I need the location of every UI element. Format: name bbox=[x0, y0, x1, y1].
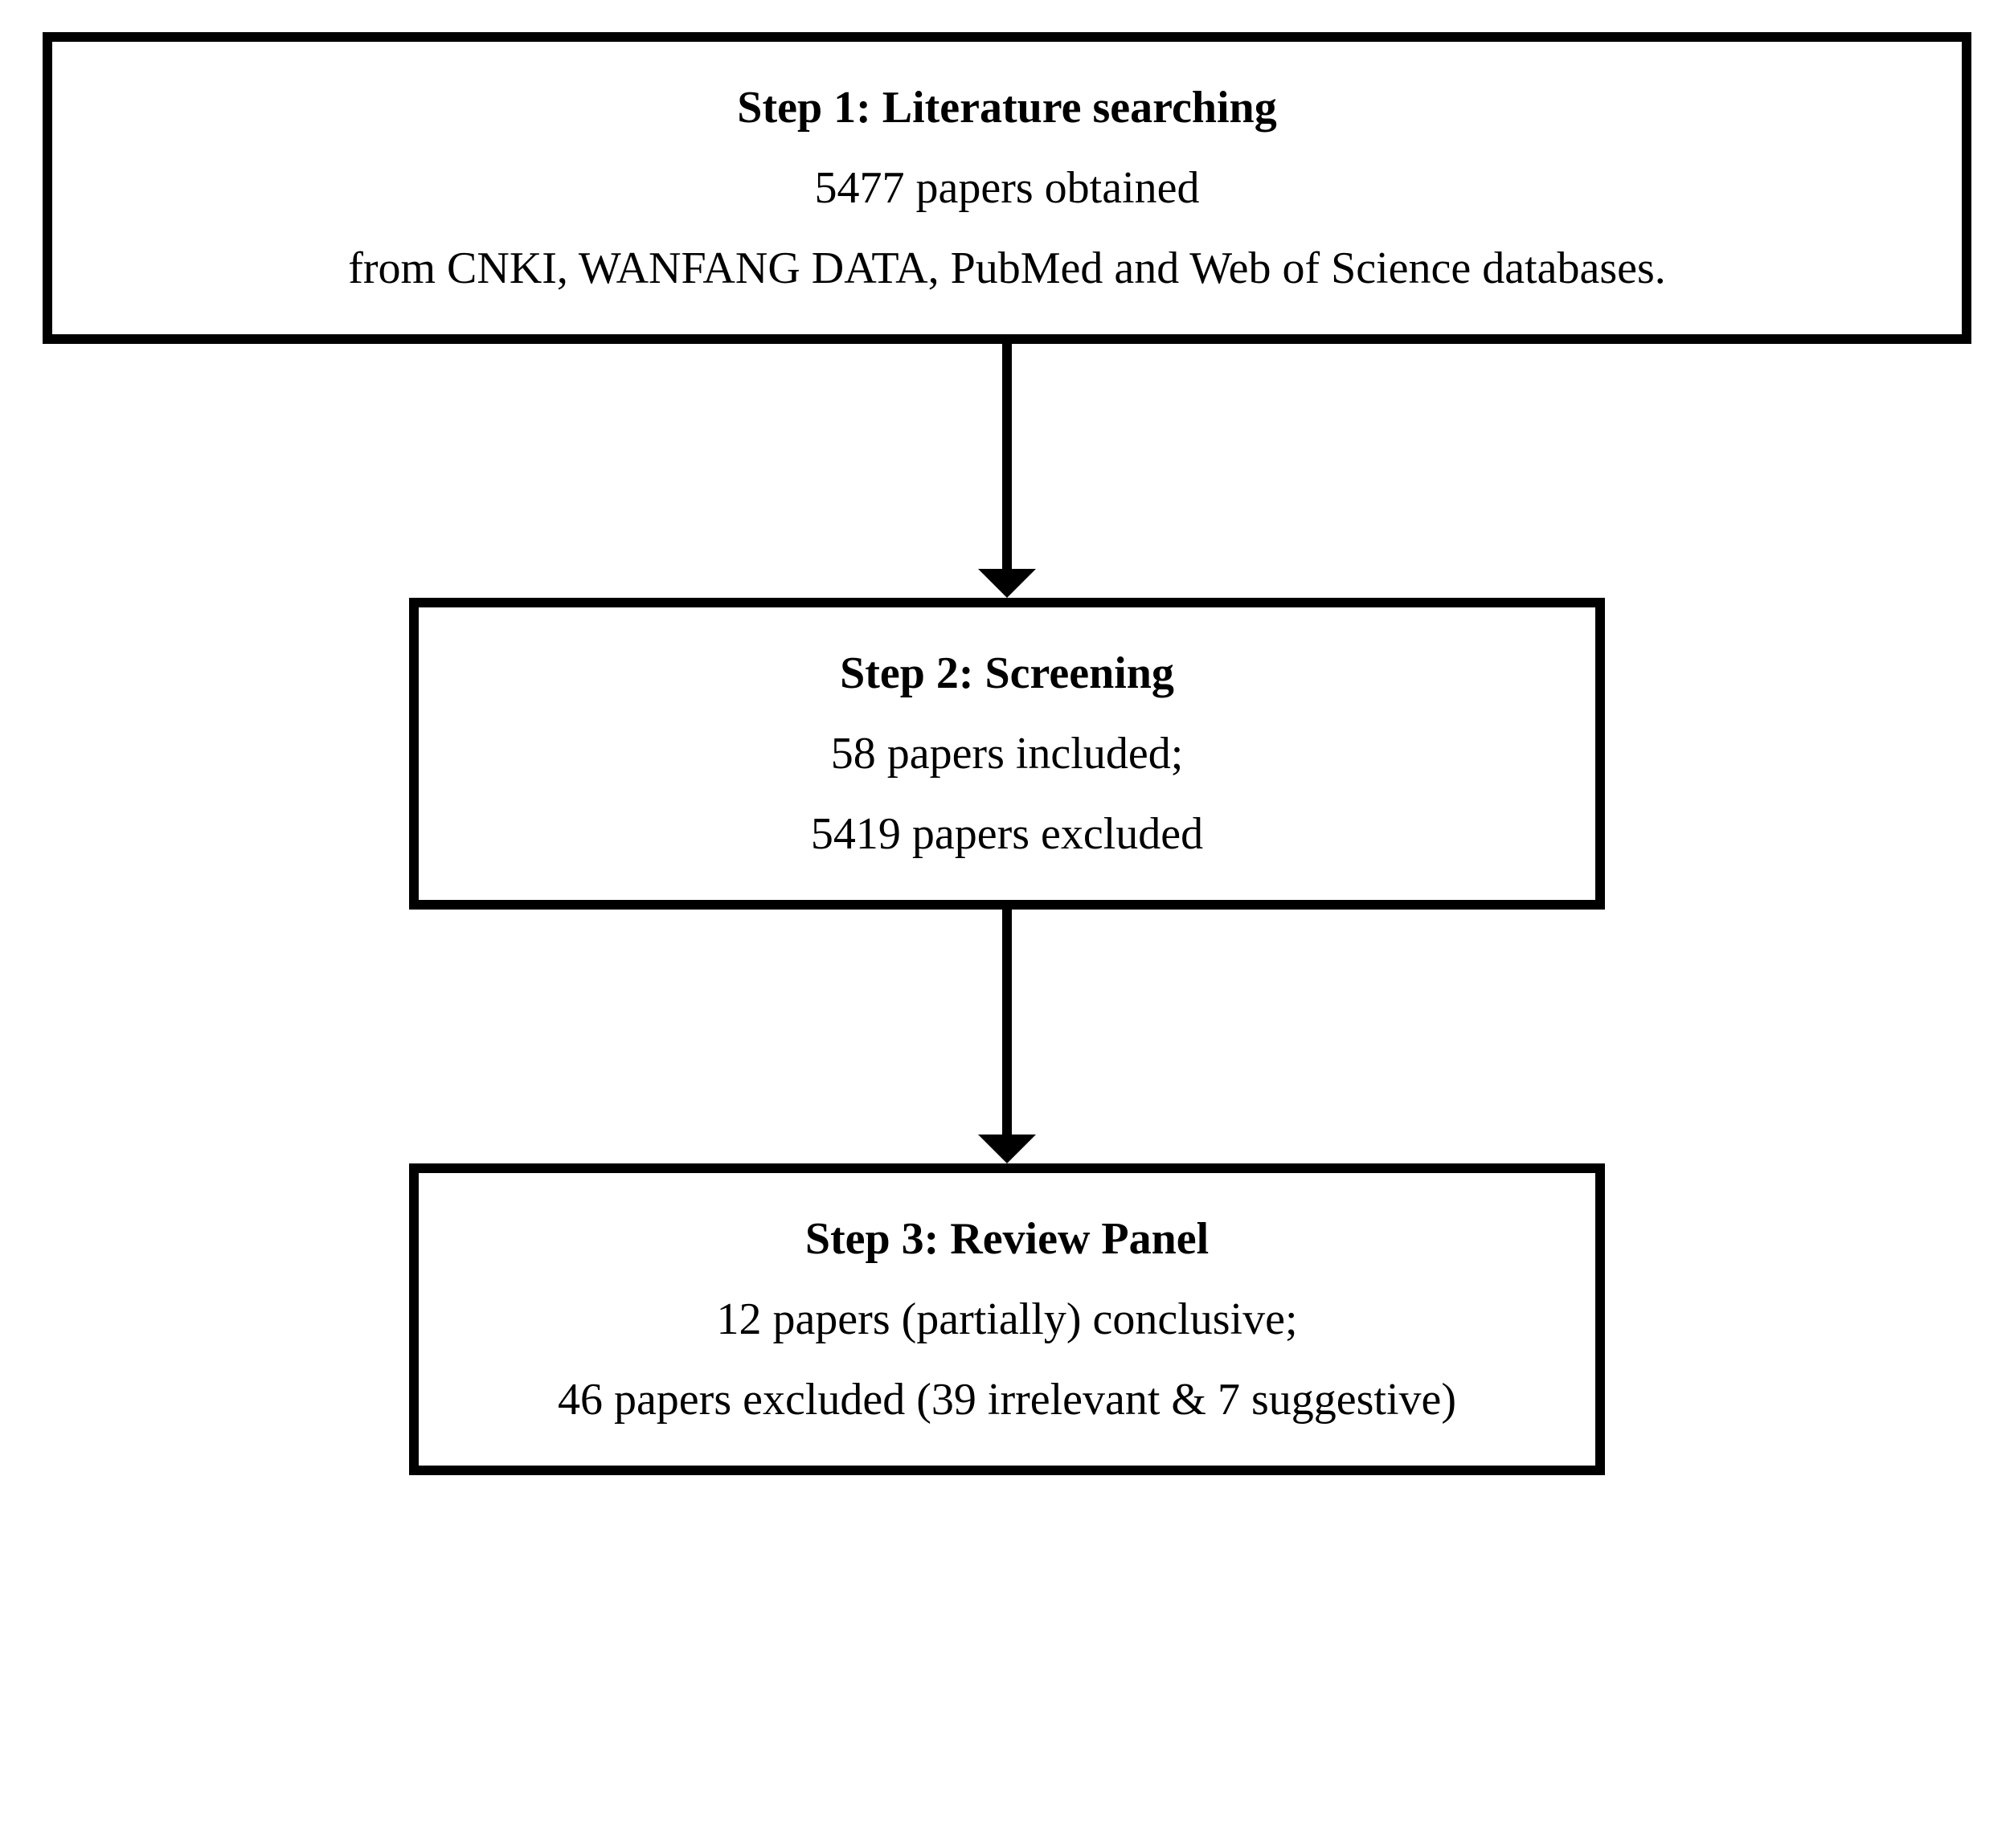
arrow-2 bbox=[978, 910, 1036, 1163]
step3-line-2: 46 papers excluded (39 irrelevant & 7 su… bbox=[558, 1374, 1456, 1425]
step2-title: Step 2: Screening bbox=[840, 648, 1174, 699]
arrow-2-head bbox=[978, 1135, 1036, 1163]
arrow-1-shaft bbox=[1002, 344, 1012, 569]
arrow-2-shaft bbox=[1002, 910, 1012, 1135]
arrow-1 bbox=[978, 344, 1036, 598]
step1-box: Step 1: Literature searching 5477 papers… bbox=[43, 32, 1971, 344]
step1-line-1: 5477 papers obtained bbox=[815, 162, 1200, 214]
step3-line-1: 12 papers (partially) conclusive; bbox=[716, 1294, 1297, 1345]
step1-title: Step 1: Literature searching bbox=[737, 82, 1276, 133]
step2-line-1: 58 papers included; bbox=[831, 728, 1184, 779]
step3-box: Step 3: Review Panel 12 papers (partiall… bbox=[409, 1163, 1605, 1475]
flowchart-container: Step 1: Literature searching 5477 papers… bbox=[43, 32, 1971, 1475]
step2-box: Step 2: Screening 58 papers included; 54… bbox=[409, 598, 1605, 910]
step3-title: Step 3: Review Panel bbox=[805, 1213, 1209, 1265]
step2-line-2: 5419 papers excluded bbox=[811, 808, 1203, 860]
step1-line-2: from CNKI, WANFANG DATA, PubMed and Web … bbox=[348, 243, 1666, 294]
arrow-1-head bbox=[978, 569, 1036, 598]
